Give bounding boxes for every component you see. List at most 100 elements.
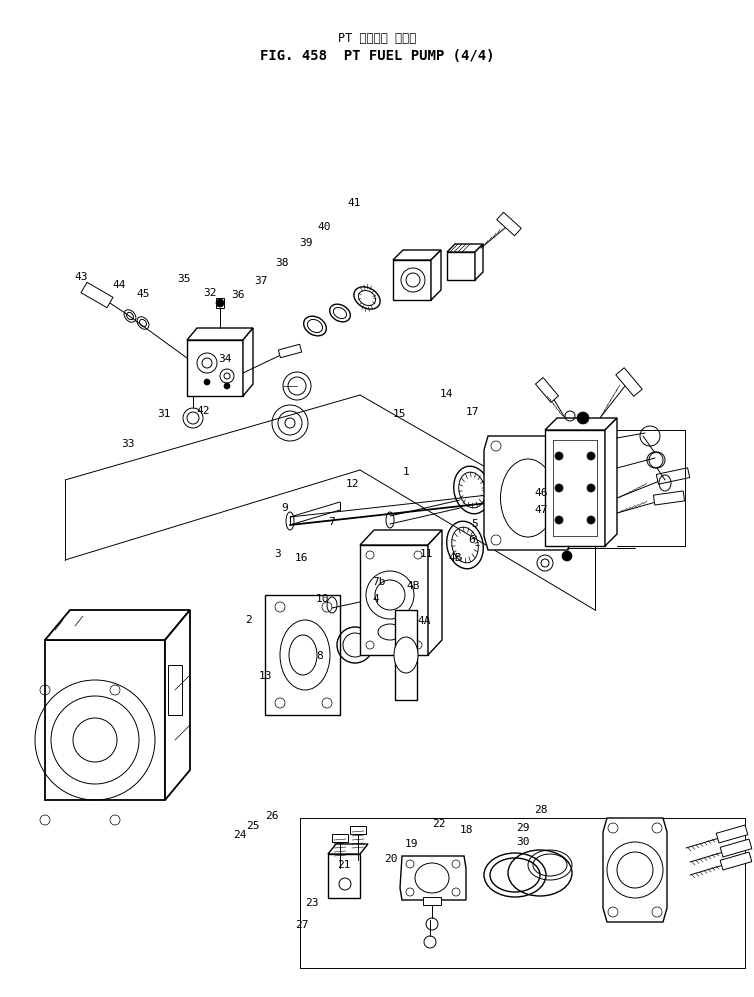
Text: 46: 46: [535, 488, 548, 498]
Text: 17: 17: [465, 407, 479, 417]
Polygon shape: [545, 418, 617, 430]
Text: 6: 6: [469, 535, 475, 545]
Polygon shape: [484, 436, 572, 550]
Ellipse shape: [394, 637, 418, 673]
Text: 18: 18: [459, 825, 473, 834]
Text: 37: 37: [254, 276, 268, 286]
Bar: [168, 665, 182, 715]
Polygon shape: [265, 595, 340, 715]
Text: 20: 20: [384, 854, 397, 864]
Polygon shape: [431, 250, 441, 300]
Circle shape: [577, 412, 589, 424]
Polygon shape: [428, 530, 442, 655]
Circle shape: [562, 551, 572, 561]
Polygon shape: [243, 328, 253, 396]
Text: 40: 40: [317, 222, 331, 232]
Text: 11: 11: [420, 549, 434, 559]
Circle shape: [204, 379, 210, 385]
Bar: [81, 282, 113, 308]
Text: 32: 32: [203, 288, 216, 298]
Text: 10: 10: [316, 594, 329, 604]
Text: 13: 13: [259, 671, 272, 681]
Bar: [656, 468, 690, 485]
Polygon shape: [328, 844, 368, 854]
Bar: [720, 852, 752, 870]
Polygon shape: [393, 260, 431, 300]
Text: 15: 15: [393, 409, 406, 419]
Bar: [497, 212, 521, 235]
Polygon shape: [605, 418, 617, 546]
Polygon shape: [393, 250, 441, 260]
Bar: [350, 826, 366, 834]
Polygon shape: [447, 244, 483, 252]
Circle shape: [587, 516, 595, 524]
Text: 7: 7: [329, 517, 335, 527]
Text: 2: 2: [246, 615, 252, 625]
Text: 36: 36: [231, 290, 245, 300]
Ellipse shape: [501, 459, 556, 537]
Bar: [720, 839, 752, 857]
Text: 34: 34: [218, 354, 231, 364]
Text: 30: 30: [516, 837, 530, 847]
Text: 26: 26: [265, 811, 278, 821]
Text: 1: 1: [403, 467, 409, 477]
Text: FIG. 458  PT FUEL PUMP (4/4): FIG. 458 PT FUEL PUMP (4/4): [259, 49, 495, 63]
Bar: [716, 826, 748, 842]
Polygon shape: [395, 610, 417, 700]
Text: 41: 41: [348, 198, 361, 208]
Text: 27: 27: [295, 920, 308, 930]
Text: 24: 24: [233, 831, 247, 840]
Text: 39: 39: [299, 238, 313, 248]
Polygon shape: [400, 856, 466, 900]
Text: 12: 12: [346, 479, 360, 489]
Text: 23: 23: [305, 898, 319, 908]
Text: PT フェエル ポンプ: PT フェエル ポンプ: [338, 32, 416, 45]
Ellipse shape: [415, 863, 449, 893]
Text: 9: 9: [282, 503, 288, 513]
Bar: [616, 368, 642, 396]
Text: 25: 25: [247, 821, 260, 831]
Circle shape: [587, 452, 595, 460]
Circle shape: [555, 516, 563, 524]
Text: 42: 42: [197, 406, 210, 416]
Text: 8: 8: [317, 651, 323, 661]
Polygon shape: [475, 244, 483, 280]
Text: 45: 45: [136, 289, 150, 299]
Text: 3: 3: [274, 549, 280, 559]
Text: 4A: 4A: [417, 616, 431, 626]
Text: 33: 33: [121, 439, 135, 449]
Polygon shape: [603, 818, 667, 922]
Text: 7b: 7b: [372, 577, 385, 587]
Bar: [332, 834, 348, 842]
Polygon shape: [45, 640, 165, 800]
Polygon shape: [545, 430, 605, 546]
Circle shape: [224, 383, 230, 389]
Text: 4B: 4B: [449, 553, 462, 563]
Bar: [278, 344, 302, 358]
Ellipse shape: [280, 620, 330, 690]
Polygon shape: [360, 545, 428, 655]
Text: 19: 19: [405, 839, 418, 849]
Text: 4B: 4B: [406, 581, 420, 591]
Bar: [535, 378, 559, 403]
Text: 4: 4: [372, 594, 379, 604]
Text: 44: 44: [112, 280, 126, 290]
Text: 28: 28: [535, 805, 548, 815]
Circle shape: [555, 452, 563, 460]
Polygon shape: [187, 328, 253, 340]
Text: 14: 14: [440, 389, 453, 399]
Text: 43: 43: [75, 272, 88, 282]
Circle shape: [216, 299, 224, 307]
Circle shape: [555, 484, 563, 492]
Circle shape: [587, 484, 595, 492]
Text: 21: 21: [337, 860, 351, 870]
Bar: [216, 298, 224, 308]
Text: 31: 31: [158, 409, 171, 419]
Text: 38: 38: [275, 258, 289, 268]
Polygon shape: [447, 252, 475, 280]
Bar: [423, 897, 441, 905]
Ellipse shape: [289, 635, 317, 675]
Text: 47: 47: [535, 505, 548, 515]
Polygon shape: [45, 610, 190, 640]
Text: 35: 35: [177, 274, 191, 284]
